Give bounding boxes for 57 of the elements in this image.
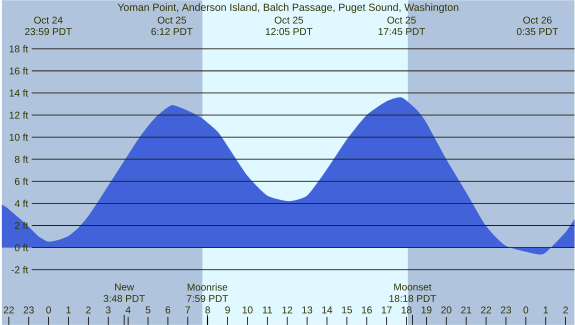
annotation: Oct 25 bbox=[387, 16, 416, 24]
annotation: Moonrise bbox=[188, 283, 228, 291]
x-tick-label: 0 bbox=[46, 306, 51, 314]
x-tick-label: 7 bbox=[186, 306, 190, 314]
y-tick-label: 18 ft bbox=[10, 45, 28, 52]
annotation: 23:59 PDT bbox=[25, 28, 72, 35]
x-tick-label: 3 bbox=[106, 306, 111, 314]
y-tick-label: 4 ft bbox=[14, 200, 28, 207]
annotation: 0:35 PDT bbox=[516, 28, 558, 35]
chart-title: Yoman Point, Anderson Island, Balch Passage, Puget Sound, Washington bbox=[118, 3, 458, 13]
y-tick-label: 2 ft bbox=[14, 222, 28, 229]
x-tick-label: 6 bbox=[166, 306, 170, 314]
x-tick-label: 11 bbox=[262, 306, 272, 314]
annotation: New bbox=[115, 283, 134, 290]
x-tick-label: 2 bbox=[563, 306, 568, 314]
x-tick-label: 16 bbox=[362, 306, 372, 314]
y-tick-label: 12 ft bbox=[10, 111, 28, 119]
x-tick-label: 9 bbox=[225, 306, 230, 314]
x-tick-label: 12 bbox=[282, 306, 292, 314]
x-tick-label: 8 bbox=[205, 306, 210, 314]
y-tick-label: 14 ft bbox=[10, 89, 28, 96]
annotation: Oct 26 bbox=[523, 16, 552, 24]
x-tick-label: 10 bbox=[242, 306, 253, 314]
x-tick-label: 20 bbox=[441, 306, 452, 314]
annotation: 12:05 PDT bbox=[266, 28, 312, 35]
annotation: 17:45 PDT bbox=[378, 28, 426, 35]
x-tick-label: 19 bbox=[422, 306, 432, 314]
x-tick-label: 23 bbox=[500, 306, 512, 314]
annotation: Moonset bbox=[394, 283, 432, 290]
x-tick-label: 22 bbox=[481, 306, 492, 314]
x-tick-label: 14 bbox=[322, 306, 332, 314]
x-tick-label: 5 bbox=[146, 306, 150, 314]
annotation: 7:59 PDT bbox=[186, 294, 228, 302]
y-tick-label: 10 ft bbox=[10, 133, 28, 141]
x-tick-label: 13 bbox=[302, 306, 312, 314]
y-tick-label: 0 ft bbox=[14, 244, 28, 252]
annotation: 3:48 PDT bbox=[104, 294, 145, 302]
x-tick-label: 23 bbox=[24, 306, 34, 314]
x-tick-label: 17 bbox=[382, 306, 392, 314]
y-tick-label: -2 ft bbox=[12, 266, 28, 274]
annotation: 6:12 PDT bbox=[151, 28, 193, 35]
y-tick-label: 8 ft bbox=[14, 155, 28, 163]
annotation: Oct 24 bbox=[34, 16, 63, 24]
y-tick-label: 16 ft bbox=[10, 67, 28, 74]
x-tick-label: 1 bbox=[66, 306, 71, 314]
x-tick-label: 1 bbox=[544, 306, 548, 314]
annotation: Oct 25 bbox=[158, 16, 186, 24]
annotation: Oct 25 bbox=[274, 16, 304, 24]
y-tick-label: 6 ft bbox=[14, 178, 28, 185]
x-tick-label: 0 bbox=[523, 306, 528, 314]
x-tick-label: 4 bbox=[126, 306, 131, 314]
x-tick-label: 15 bbox=[342, 306, 352, 314]
x-tick-label: 18 bbox=[402, 306, 412, 314]
x-tick-label: 21 bbox=[461, 306, 472, 314]
annotation: 18:18 PDT bbox=[390, 294, 436, 302]
x-tick-label: 2 bbox=[86, 306, 91, 314]
x-tick-label: 22 bbox=[4, 306, 14, 314]
